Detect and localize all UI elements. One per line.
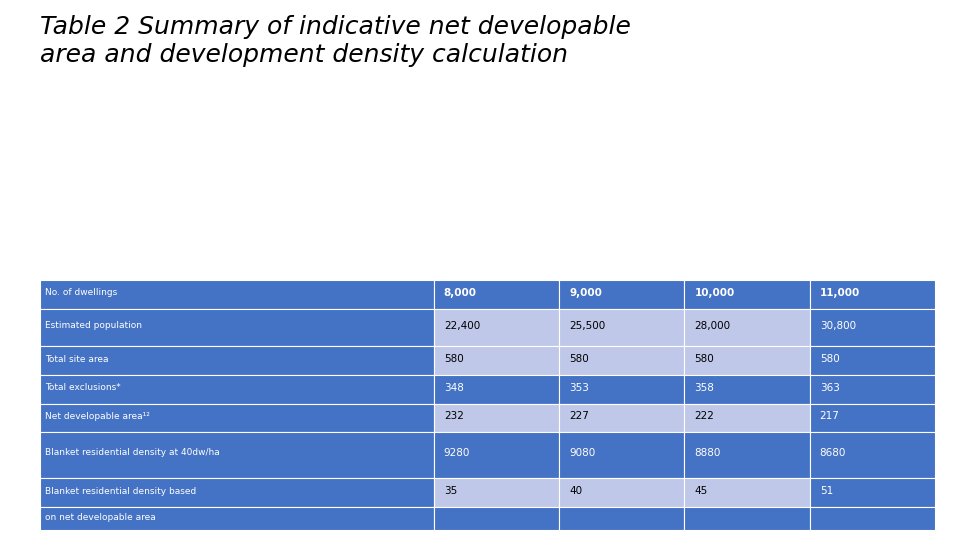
Bar — [40, 309, 434, 346]
Bar — [809, 346, 935, 375]
Text: 9,000: 9,000 — [569, 288, 602, 298]
Text: 51: 51 — [820, 486, 833, 496]
Text: 8680: 8680 — [820, 448, 846, 458]
Bar — [809, 375, 935, 403]
Bar — [684, 346, 809, 375]
Bar — [684, 309, 809, 346]
Bar — [559, 346, 684, 375]
Bar — [434, 280, 559, 309]
Bar — [434, 346, 559, 375]
Text: 580: 580 — [569, 354, 588, 364]
Bar — [434, 478, 559, 507]
Bar — [684, 507, 809, 530]
Text: 28,000: 28,000 — [694, 321, 731, 330]
Bar — [684, 478, 809, 507]
Text: 40: 40 — [569, 486, 583, 496]
Bar — [40, 403, 434, 433]
Bar — [684, 433, 809, 478]
Bar — [809, 507, 935, 530]
Text: Total exclusions*: Total exclusions* — [45, 383, 121, 392]
Bar — [559, 507, 684, 530]
Bar — [40, 375, 434, 403]
Bar — [559, 375, 684, 403]
Bar — [684, 403, 809, 433]
Bar — [809, 433, 935, 478]
Text: Blanket residential density at 40dw/ha: Blanket residential density at 40dw/ha — [45, 449, 220, 457]
Text: 353: 353 — [569, 383, 589, 393]
Bar — [809, 280, 935, 309]
Bar — [559, 309, 684, 346]
Text: Blanket residential density based: Blanket residential density based — [45, 487, 196, 496]
Bar — [809, 403, 935, 433]
Text: 45: 45 — [694, 486, 708, 496]
Text: 30,800: 30,800 — [820, 321, 856, 330]
Bar — [684, 375, 809, 403]
Bar — [559, 433, 684, 478]
Text: 9280: 9280 — [444, 448, 470, 458]
Text: 358: 358 — [694, 383, 714, 393]
Text: 35: 35 — [444, 486, 457, 496]
Bar — [809, 478, 935, 507]
Bar — [40, 280, 434, 309]
Bar — [40, 507, 434, 530]
Bar — [40, 346, 434, 375]
Text: 580: 580 — [444, 354, 464, 364]
Text: 22,400: 22,400 — [444, 321, 480, 330]
Text: 10,000: 10,000 — [694, 288, 734, 298]
Text: Net developable area¹²: Net developable area¹² — [45, 412, 150, 421]
Text: 580: 580 — [694, 354, 714, 364]
Bar — [559, 478, 684, 507]
Text: 11,000: 11,000 — [820, 288, 860, 298]
Bar — [434, 309, 559, 346]
Bar — [684, 280, 809, 309]
Text: Estimated population: Estimated population — [45, 321, 142, 330]
Bar — [434, 507, 559, 530]
Bar — [40, 433, 434, 478]
Bar — [434, 433, 559, 478]
Text: 9080: 9080 — [569, 448, 595, 458]
Bar — [559, 280, 684, 309]
Bar — [40, 478, 434, 507]
Text: 232: 232 — [444, 411, 464, 422]
Text: No. of dwellings: No. of dwellings — [45, 288, 117, 298]
Text: on net developable area: on net developable area — [45, 513, 156, 522]
Text: 580: 580 — [820, 354, 839, 364]
Text: 8880: 8880 — [694, 448, 721, 458]
Bar — [434, 375, 559, 403]
Bar — [434, 403, 559, 433]
Bar — [809, 309, 935, 346]
Text: 8,000: 8,000 — [444, 288, 477, 298]
Text: Table 2 Summary of indicative net developable
area and development density calcu: Table 2 Summary of indicative net develo… — [40, 15, 631, 67]
Text: 363: 363 — [820, 383, 840, 393]
Text: 348: 348 — [444, 383, 464, 393]
Text: 227: 227 — [569, 411, 589, 422]
Text: Total site area: Total site area — [45, 355, 108, 363]
Text: 217: 217 — [820, 411, 840, 422]
Text: 25,500: 25,500 — [569, 321, 606, 330]
Bar — [559, 403, 684, 433]
Text: 222: 222 — [694, 411, 714, 422]
